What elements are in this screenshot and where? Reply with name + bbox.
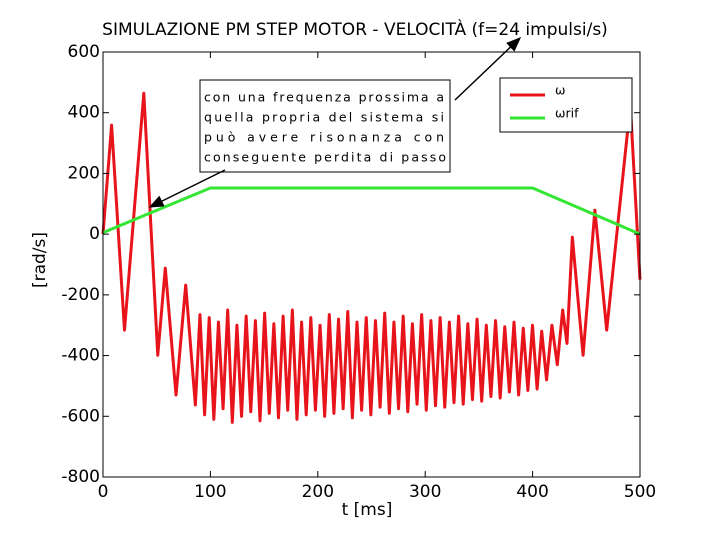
chart-title: SIMULAZIONE PM STEP MOTOR - VELOCITÀ (f=… [102, 18, 608, 40]
y-tick-label: 600 [68, 42, 100, 62]
data-line [102, 186, 641, 236]
axes-box [102, 51, 641, 478]
y-tick-label: -400 [61, 346, 100, 366]
y-tick-label: -200 [61, 285, 100, 305]
legend-label: ω [555, 83, 565, 98]
x-tick-label: 0 [98, 482, 109, 502]
x-tick-label: 500 [624, 482, 656, 502]
x-tick-label: 400 [516, 482, 548, 502]
annotation-box [199, 79, 451, 173]
y-tick-label: 200 [68, 163, 100, 183]
data-line [101, 91, 642, 424]
annotation-line: quella propria del sistema si [204, 110, 444, 125]
x-tick-label: 100 [194, 482, 226, 502]
x-tick-label: 200 [302, 482, 334, 502]
x-tick-label: 300 [409, 482, 441, 502]
y-tick-label: -800 [61, 467, 100, 487]
annotation-line: con una frequenza prossima a [204, 90, 444, 105]
annotation-line: conseguente perdita di passo [204, 150, 446, 165]
annotation: con una frequenza prossima a quella propr… [204, 90, 446, 165]
arrow [148, 169, 226, 208]
y-tick-label: -600 [61, 406, 100, 426]
y-axis-label: [rad/s] [30, 232, 50, 288]
legend-box [499, 77, 633, 133]
arrow [454, 36, 522, 101]
y-tick-label: 400 [68, 103, 100, 123]
y-tick-label: 0 [89, 224, 100, 244]
legend-label: ωrif [555, 106, 579, 121]
plot-area [101, 91, 642, 424]
x-axis-label: t [ms] [342, 500, 393, 520]
